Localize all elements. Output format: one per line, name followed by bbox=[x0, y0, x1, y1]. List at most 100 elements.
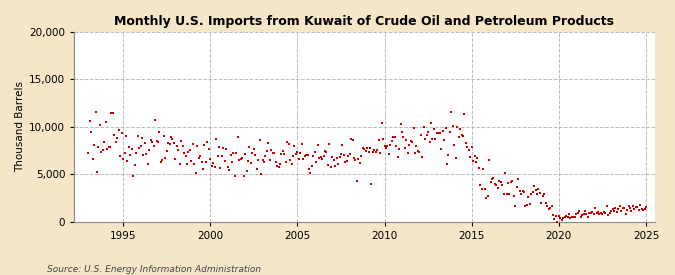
Point bbox=[564, 211, 574, 216]
Point bbox=[375, 151, 385, 156]
Title: Monthly U.S. Imports from Kuwait of Crude Oil and Petroleum Products: Monthly U.S. Imports from Kuwait of Crud… bbox=[115, 15, 614, 28]
Point bbox=[603, 213, 614, 217]
Point bbox=[192, 144, 202, 148]
Point bbox=[481, 196, 491, 200]
Point bbox=[572, 211, 583, 215]
Point bbox=[153, 140, 163, 144]
Point bbox=[437, 128, 448, 133]
Point bbox=[555, 216, 566, 220]
Point bbox=[609, 209, 620, 213]
Point bbox=[453, 135, 464, 139]
Point bbox=[379, 144, 390, 148]
Point bbox=[424, 140, 435, 144]
Point bbox=[267, 151, 278, 155]
Point bbox=[212, 153, 223, 158]
Point bbox=[357, 145, 368, 150]
Point bbox=[324, 142, 335, 146]
Point bbox=[382, 144, 393, 148]
Point bbox=[574, 209, 585, 213]
Point bbox=[200, 160, 211, 164]
Point bbox=[97, 148, 108, 152]
Point bbox=[208, 161, 219, 165]
Point bbox=[613, 207, 624, 212]
Point bbox=[203, 147, 214, 152]
Point bbox=[257, 157, 268, 162]
Point bbox=[605, 209, 616, 213]
Point bbox=[585, 210, 596, 215]
Point bbox=[128, 174, 138, 178]
Point bbox=[213, 145, 224, 150]
Point bbox=[112, 136, 123, 140]
Point bbox=[589, 212, 599, 217]
Point bbox=[109, 133, 119, 137]
Point bbox=[119, 150, 130, 155]
Point bbox=[628, 204, 639, 209]
Point bbox=[254, 138, 265, 143]
Point bbox=[551, 214, 562, 218]
Point bbox=[136, 136, 147, 141]
Point bbox=[497, 183, 508, 188]
Point bbox=[423, 130, 433, 134]
Point bbox=[260, 154, 271, 158]
Point bbox=[462, 145, 472, 149]
Point bbox=[430, 137, 441, 141]
Point bbox=[346, 137, 356, 142]
Point bbox=[327, 154, 338, 159]
Point bbox=[342, 158, 352, 163]
Point bbox=[478, 166, 489, 171]
Point bbox=[463, 148, 474, 152]
Point bbox=[391, 143, 402, 148]
Point bbox=[637, 207, 647, 211]
Point bbox=[495, 180, 506, 184]
Point bbox=[186, 159, 197, 164]
Point bbox=[171, 144, 182, 148]
Point bbox=[323, 163, 333, 167]
Point bbox=[594, 211, 605, 216]
Point bbox=[130, 163, 140, 167]
Point bbox=[202, 139, 213, 144]
Point bbox=[371, 150, 381, 154]
Point bbox=[111, 139, 122, 144]
Point bbox=[101, 120, 111, 124]
Point bbox=[263, 141, 274, 146]
Point bbox=[482, 194, 493, 198]
Point bbox=[83, 150, 94, 155]
Point bbox=[244, 144, 255, 149]
Point bbox=[474, 165, 485, 170]
Point bbox=[500, 171, 510, 175]
Point bbox=[420, 137, 431, 142]
Point bbox=[155, 160, 166, 164]
Point bbox=[458, 134, 468, 138]
Point bbox=[338, 152, 349, 157]
Point bbox=[536, 201, 547, 205]
Point bbox=[469, 154, 480, 158]
Point bbox=[439, 138, 450, 143]
Point bbox=[184, 148, 195, 152]
Point bbox=[93, 144, 104, 149]
Point bbox=[306, 164, 317, 168]
Point bbox=[124, 145, 134, 150]
Point bbox=[448, 123, 458, 128]
Point bbox=[383, 152, 394, 156]
Point bbox=[305, 171, 316, 175]
Point bbox=[160, 156, 171, 160]
Point bbox=[135, 144, 146, 148]
Point bbox=[87, 157, 98, 161]
Point bbox=[400, 146, 410, 151]
Point bbox=[270, 160, 281, 164]
Point bbox=[107, 111, 118, 115]
Point bbox=[630, 205, 641, 209]
Point bbox=[241, 169, 252, 173]
Point bbox=[389, 135, 400, 139]
Point bbox=[313, 143, 323, 148]
Point bbox=[386, 139, 397, 143]
Point bbox=[622, 208, 632, 212]
Point bbox=[145, 138, 156, 142]
Point bbox=[250, 153, 261, 157]
Point bbox=[610, 206, 621, 211]
Point bbox=[215, 166, 226, 170]
Point bbox=[549, 217, 560, 221]
Point bbox=[369, 148, 380, 152]
Point bbox=[154, 130, 165, 134]
Point bbox=[84, 119, 95, 124]
